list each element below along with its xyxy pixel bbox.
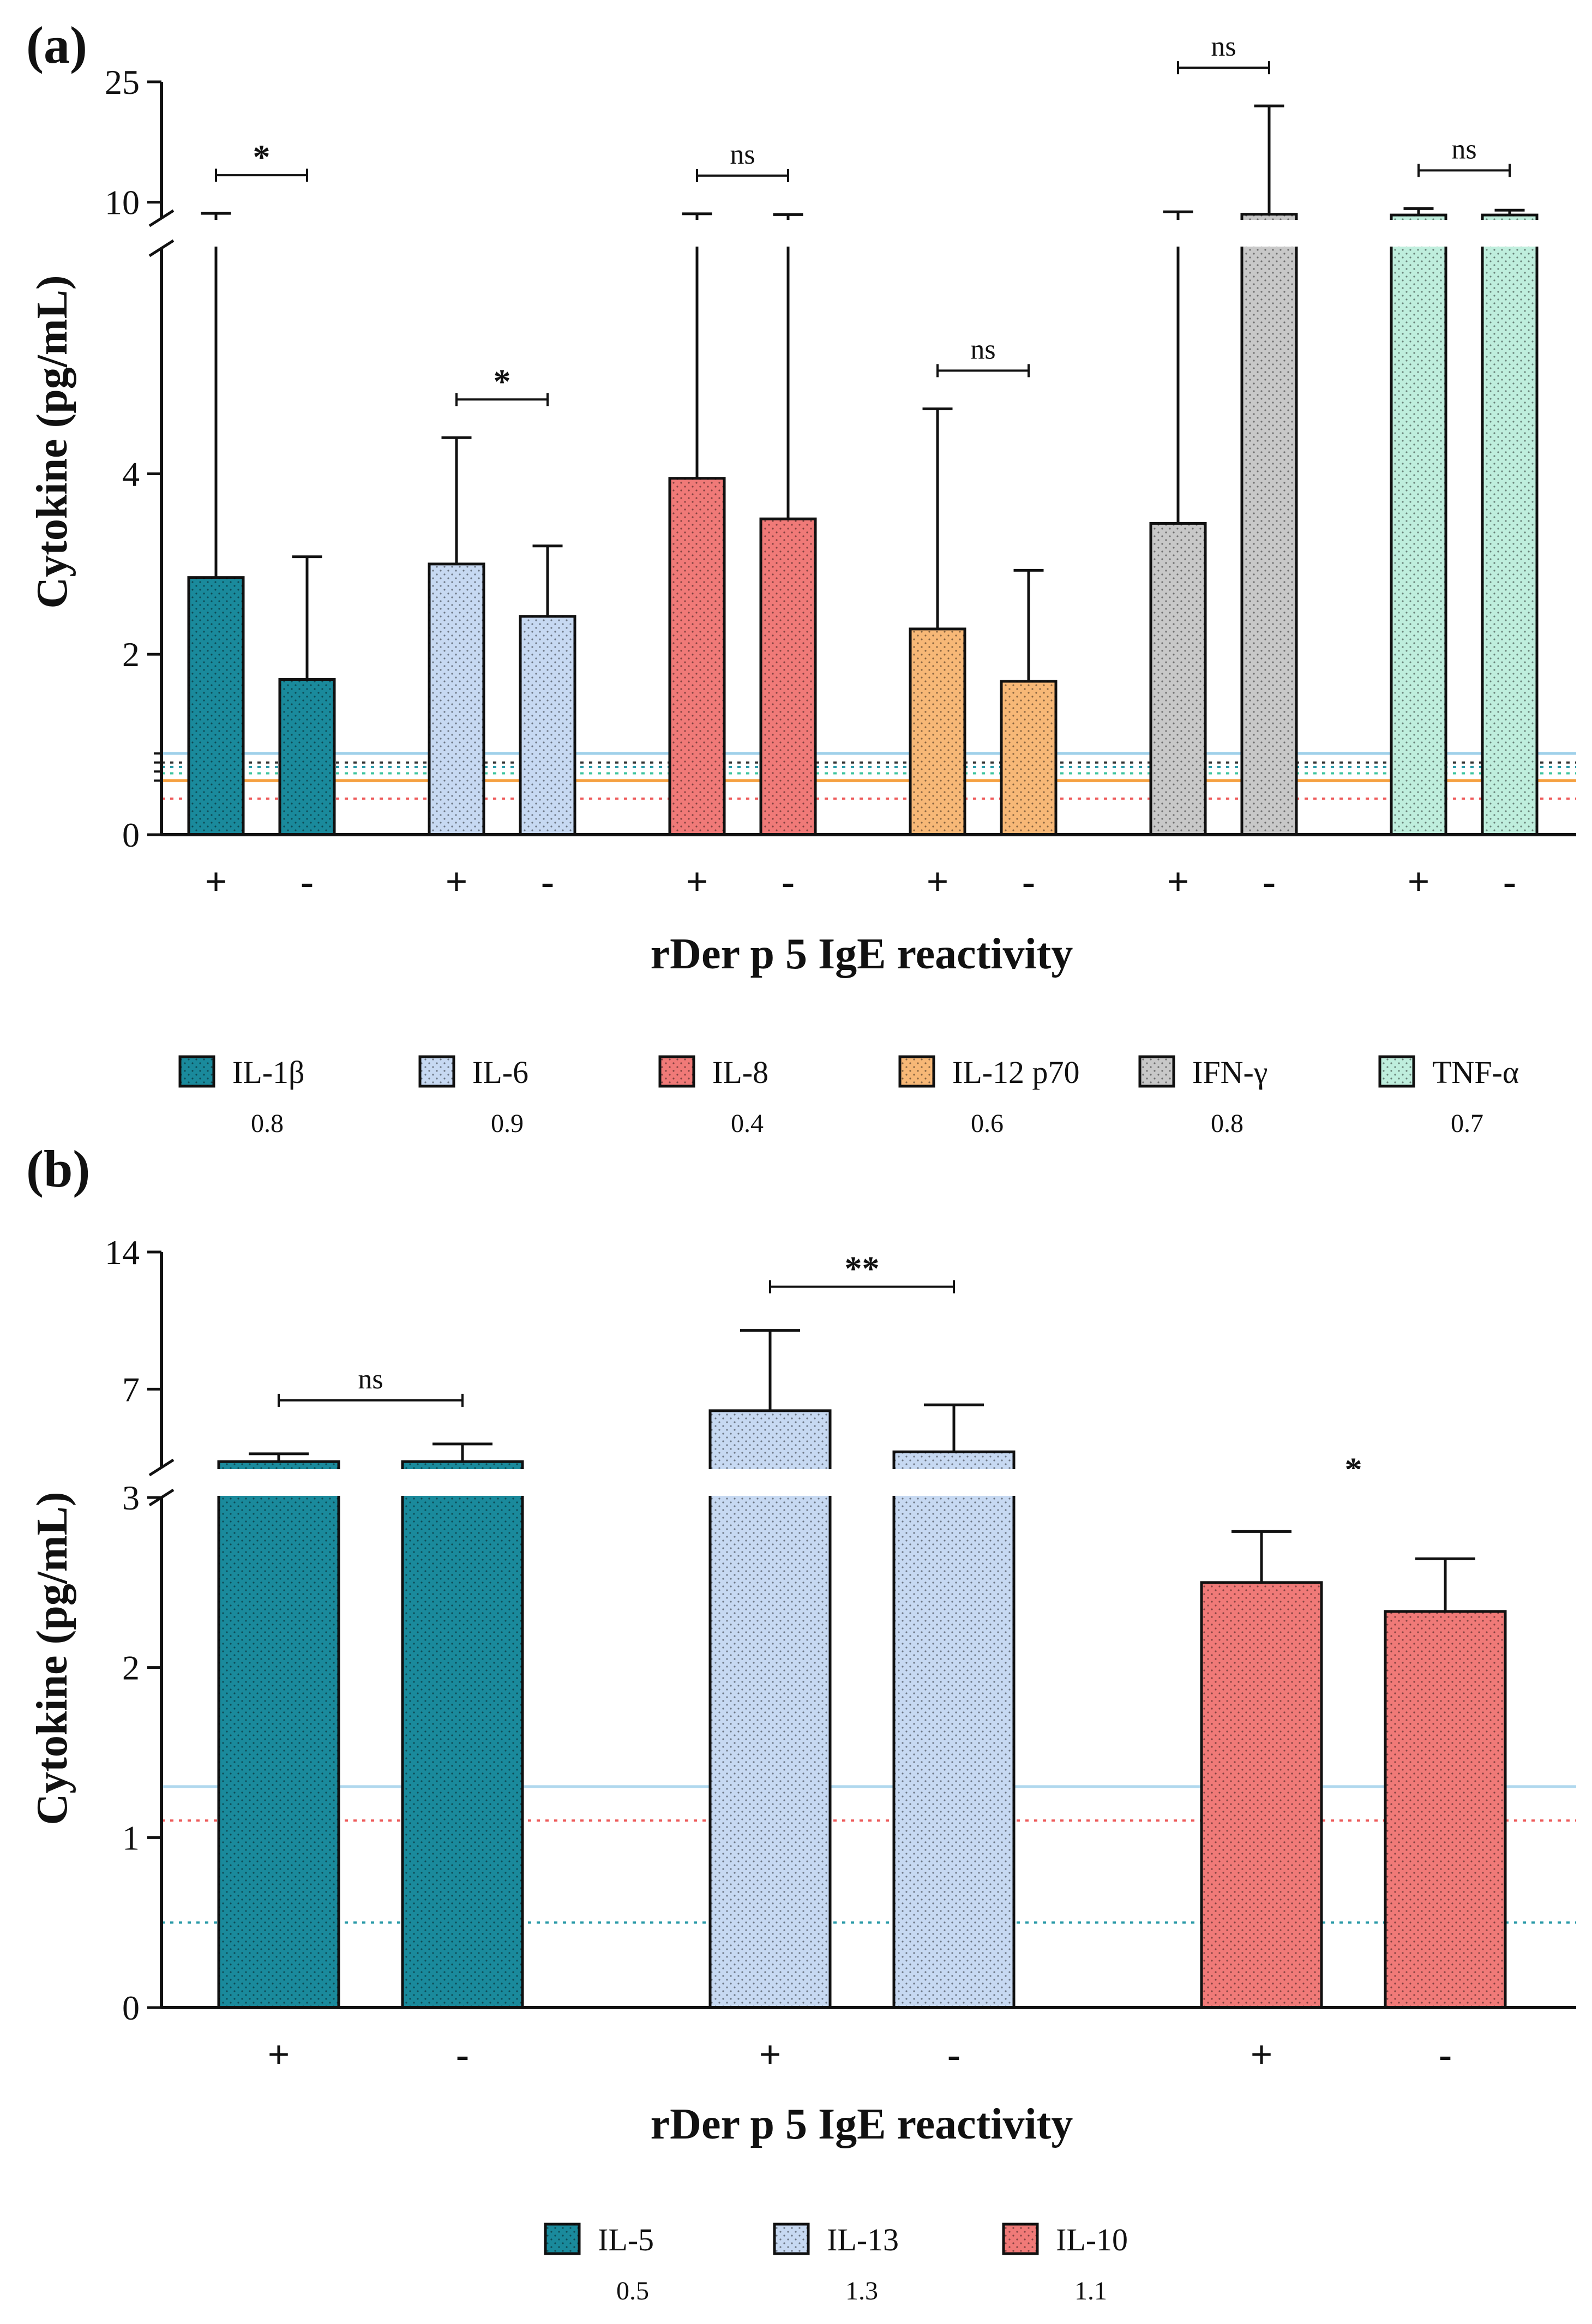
legend-lod-il-6: 0.9: [491, 1109, 524, 1138]
bar-texture-il-8-pos: [670, 478, 724, 835]
legend-swatch-texture-il-6: [420, 1057, 454, 1086]
y-tick-label: 0: [122, 1988, 140, 2027]
panel-label-b: (b): [26, 1140, 90, 1198]
bar-texture-tnf--neg: [1482, 215, 1537, 835]
group-label-tnf--pos: +: [1407, 860, 1429, 903]
legend-lod-il-10: 1.1: [1074, 2277, 1107, 2305]
bar-texture-il-6-pos: [429, 564, 484, 835]
group-label-il-6-pos: +: [445, 860, 467, 903]
x-axis-title-a: rDer p 5 IgE reactivity: [651, 930, 1073, 978]
y-tick-label: 1: [122, 1818, 140, 1857]
sig-label-il-5: ns: [358, 1364, 383, 1395]
legend-swatch-texture-il-5: [545, 2224, 579, 2254]
y-tick-label: 4: [122, 454, 140, 493]
chart-panel-b: +-ns+-**+-*0123714IL-50.5IL-131.3IL-101.…: [105, 1233, 1577, 2305]
legend-lod-il-12-p70: 0.6: [971, 1109, 1004, 1138]
legend-label-il-10: IL-10: [1056, 2222, 1128, 2257]
legend-swatch-texture-il-1-: [180, 1057, 214, 1086]
axis-break-gap: [163, 220, 1577, 247]
sig-label-il-8: ns: [730, 139, 755, 170]
bar-texture-ifn--pos: [1151, 523, 1205, 835]
x-axis-title-b: rDer p 5 IgE reactivity: [651, 2100, 1073, 2148]
y-tick-label: 0: [122, 816, 140, 854]
legend-label-il-5: IL-5: [598, 2222, 654, 2257]
legend-swatch-texture-il-12-p70: [900, 1057, 934, 1086]
legend-label-tnf-: TNF-α: [1432, 1055, 1519, 1090]
group-label-il-8-pos: +: [686, 860, 708, 903]
bar-texture-il-10-neg: [1385, 1611, 1505, 2008]
legend-lod-il-8: 0.4: [731, 1109, 764, 1138]
chart-panel-a: + - * + - * + - ns + - ns + - ns + - ns 0 2 4 10 25 IL-1β 0.8 IL-…: [105, 31, 1577, 1138]
panel-label-a: (a): [26, 16, 87, 74]
y-tick-label: 2: [122, 635, 140, 674]
legend-lod-tnf-: 0.7: [1451, 1109, 1483, 1138]
legend-lod-il-13: 1.3: [845, 2277, 878, 2305]
sig-label-ifn-: ns: [1211, 31, 1236, 62]
axis-break-mark-top: [148, 1458, 175, 1477]
y-axis-title-b: Cytokine (pg/mL): [28, 1492, 76, 1825]
bar-texture-il-13-pos: [710, 1410, 830, 2008]
group-label-il-10-neg: -: [1439, 2033, 1452, 2076]
group-label-il-5-neg: -: [456, 2033, 469, 2076]
legend-lod-il-1-: 0.8: [251, 1109, 284, 1138]
y-tick-label: 25: [105, 63, 140, 101]
legend-label-il-1-: IL-1β: [232, 1055, 305, 1090]
sig-label-il-6: *: [494, 362, 511, 400]
bar-texture-il-1--pos: [189, 577, 243, 835]
legend-lod-ifn-: 0.8: [1211, 1109, 1243, 1138]
y-tick-label: 2: [122, 1649, 140, 1687]
legend-label-il-6: IL-6: [472, 1055, 528, 1090]
y-tick-label: 14: [105, 1233, 140, 1272]
group-label-il-1--pos: +: [205, 860, 227, 903]
group-label-ifn--pos: +: [1167, 860, 1189, 903]
group-label-ifn--neg: -: [1263, 860, 1276, 903]
group-label-il-10-pos: +: [1250, 2033, 1272, 2076]
group-label-il-13-neg: -: [947, 2033, 960, 2076]
group-label-il-6-neg: -: [541, 860, 554, 903]
axis-break-mark-top: [148, 209, 175, 227]
sig-label-tnf-: ns: [1451, 134, 1476, 165]
bar-texture-il-12-p70-pos: [910, 628, 965, 835]
axis-break-mark-bottom: [148, 239, 175, 257]
y-tick-label: 3: [122, 1478, 140, 1517]
group-label-il-5-pos: +: [267, 2033, 290, 2076]
legend-label-il-13: IL-13: [827, 2222, 899, 2257]
legend-swatch-texture-il-13: [774, 2224, 808, 2254]
axis-break-gap: [163, 1469, 1577, 1496]
y-tick-label: 7: [122, 1370, 140, 1409]
legend-label-ifn-: IFN-γ: [1192, 1055, 1267, 1090]
legend-label-il-12-p70: IL-12 p70: [952, 1055, 1080, 1090]
y-tick-label: 10: [105, 183, 140, 222]
bar-texture-il-8-neg: [761, 519, 815, 835]
group-label-il-13-pos: +: [759, 2033, 781, 2076]
sig-label-il-12-p70: ns: [970, 334, 995, 365]
bar-texture-il-13-neg: [894, 1452, 1014, 2008]
group-label-il-12-p70-neg: -: [1022, 860, 1035, 903]
bar-texture-ifn--neg: [1242, 214, 1296, 835]
bar-texture-il-10-pos: [1201, 1582, 1321, 2008]
group-label-tnf--neg: -: [1503, 860, 1516, 903]
legend-swatch-texture-il-8: [660, 1057, 694, 1086]
bar-texture-il-6-neg: [520, 616, 575, 835]
group-label-il-12-p70-pos: +: [926, 860, 948, 903]
group-label-il-1--neg: -: [301, 860, 314, 903]
legend-swatch-texture-ifn-: [1140, 1057, 1174, 1086]
legend-lod-il-5: 0.5: [616, 2277, 649, 2305]
legend-swatch-texture-il-10: [1004, 2224, 1037, 2254]
bar-texture-il-12-p70-neg: [1001, 681, 1056, 835]
bar-texture-il-5-neg: [402, 1462, 522, 2008]
legend-label-il-8: IL-8: [712, 1055, 768, 1090]
sig-label-il-13: **: [845, 1249, 880, 1288]
y-axis-title-a: Cytokine (pg/mL): [28, 275, 76, 608]
bar-texture-il-1--neg: [280, 679, 334, 835]
group-label-il-8-neg: -: [782, 860, 795, 903]
bar-texture-tnf--pos: [1391, 215, 1446, 835]
bar-texture-il-5-pos: [219, 1462, 339, 2008]
sig-label-il-1-: *: [253, 137, 271, 176]
legend-swatch-texture-tnf-: [1380, 1057, 1414, 1086]
